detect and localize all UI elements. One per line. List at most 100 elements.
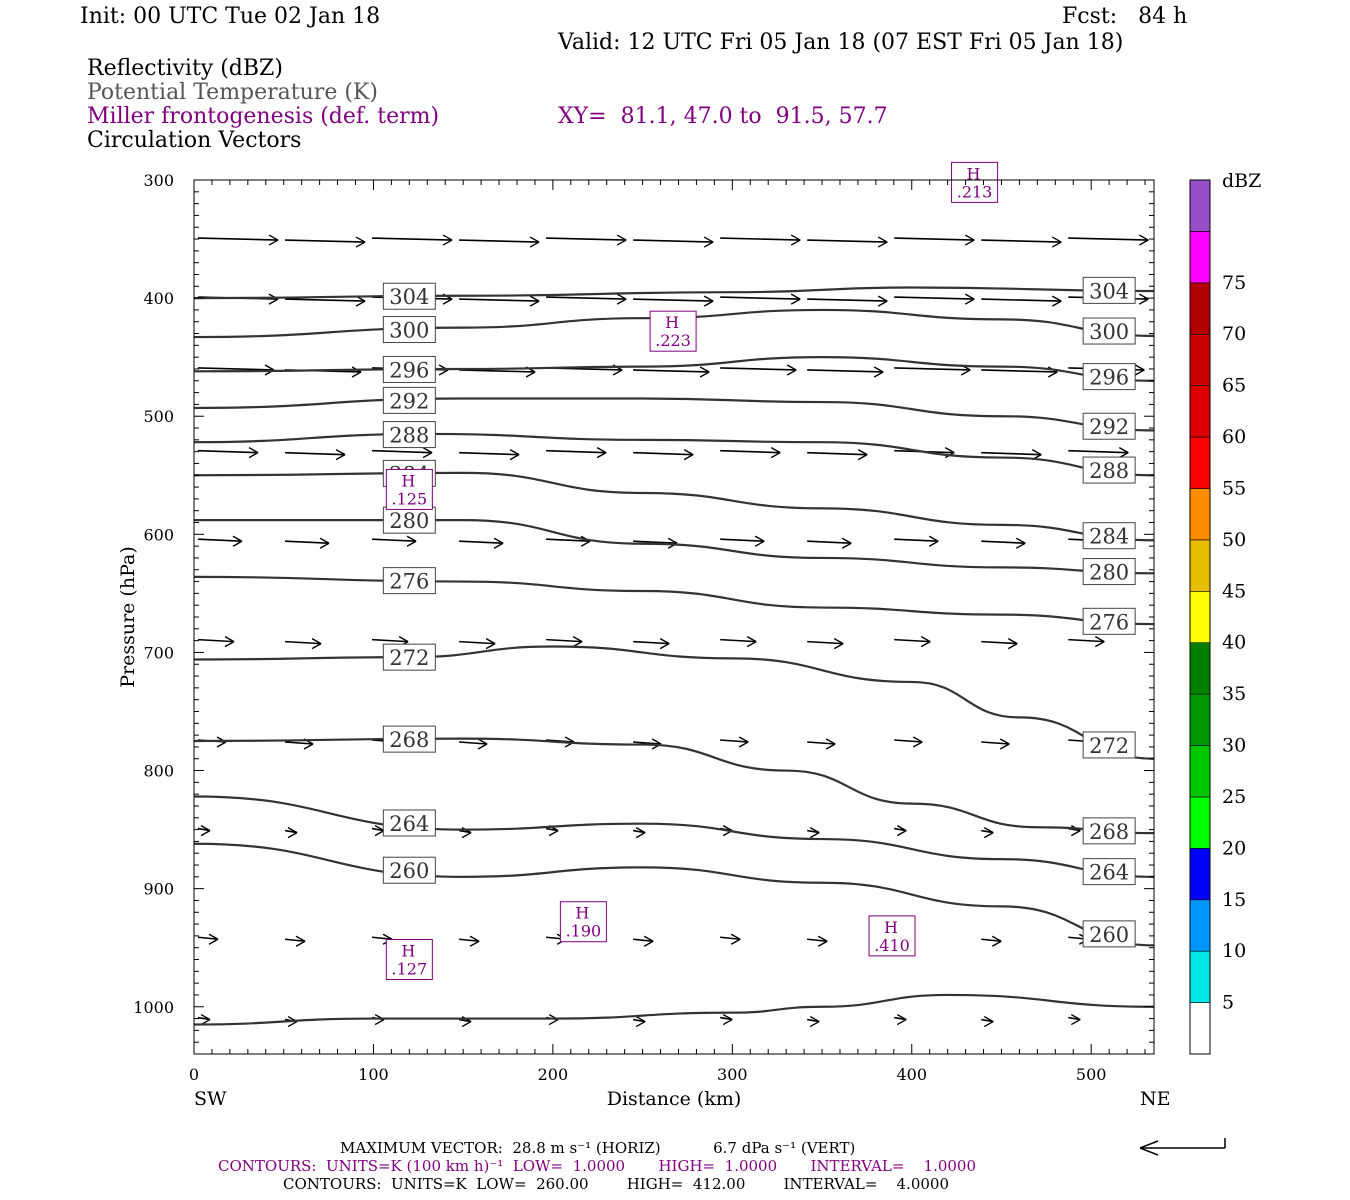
- vector-arrowhead: [873, 366, 884, 378]
- colorbar-bin: [1189, 282, 1211, 335]
- vector-arrowhead: [746, 636, 757, 648]
- theta-label-box: [1082, 522, 1136, 550]
- circulation-vector: [459, 369, 536, 373]
- valid-time: Valid: 12 UTC Fri 05 Jan 18 (07 EST Fri …: [558, 30, 1124, 55]
- vector-arrowhead: [287, 826, 298, 839]
- y-tick-label: 1000: [133, 998, 174, 1017]
- frontogenesis-high-label: H: [401, 471, 415, 490]
- vector-arrowhead: [493, 537, 504, 549]
- theta-label-box: [1082, 817, 1136, 845]
- vector-arrowhead: [224, 636, 235, 648]
- circulation-vector: [633, 451, 694, 456]
- y-tick-label: 600: [143, 525, 174, 544]
- circulation-vector: [720, 739, 749, 743]
- circulation-vector: [285, 298, 366, 302]
- colorbar-label: 25: [1222, 786, 1246, 808]
- frontogenesis-high-box: [951, 161, 999, 203]
- vector-arrowhead: [920, 636, 931, 648]
- theta-contour-label: 260: [389, 859, 429, 883]
- vector-arrowhead: [355, 236, 366, 248]
- colorbar-unit: dBZ: [1222, 170, 1261, 192]
- circulation-vector: [284, 540, 330, 545]
- circulation-vector: [981, 938, 1002, 943]
- colorbar: 5 10 15 20 25 30 35 40 45 50 55 60 65 70 75: [1189, 179, 1246, 1055]
- theta-contour-label: 288: [1089, 459, 1129, 483]
- colorbar-label: 35: [1222, 683, 1246, 705]
- vector-arrowhead: [896, 1013, 907, 1026]
- vector-arrowhead: [1007, 638, 1018, 650]
- theta-label-box: [382, 856, 436, 884]
- vector-arrowhead: [1138, 234, 1149, 246]
- max-vector-note: MAXIMUM VECTOR: 28.8 m s⁻¹ (HORIZ) 6.7 d…: [340, 1139, 856, 1157]
- vector-arrowhead: [485, 638, 496, 650]
- theta-contour: [194, 737, 1154, 835]
- theta-contour-label: 288: [389, 424, 429, 448]
- colorbar-label: 45: [1222, 580, 1246, 602]
- vector-arrowhead: [928, 535, 939, 547]
- circulation-vector: [459, 741, 488, 745]
- theta-contour-label: 272: [1089, 734, 1129, 758]
- theta-contour-label: 264: [389, 812, 429, 836]
- circulation-vector: [285, 451, 346, 456]
- circulation-vector: [633, 298, 714, 302]
- y-tick-label: 800: [143, 762, 174, 781]
- vector-arrowhead: [786, 364, 797, 376]
- vector-arrowhead: [983, 826, 994, 839]
- vector-arrowhead: [248, 447, 259, 459]
- theta-contour: [194, 842, 1154, 947]
- vector-arrowhead: [857, 449, 868, 461]
- theta-contour-label: 268: [1089, 820, 1129, 844]
- vector-arrowhead: [635, 1015, 646, 1028]
- y-tick-label: 900: [143, 880, 174, 899]
- circulation-vector: [197, 367, 275, 371]
- circulation-vector: [1068, 449, 1129, 454]
- theta-contour-label: 280: [1089, 561, 1129, 585]
- theta-contour-label: 304: [1089, 279, 1129, 303]
- theta-contour-label: 276: [389, 570, 429, 594]
- theta-contour-label: 292: [1089, 415, 1129, 439]
- circulation-vector: [459, 640, 496, 645]
- vector-arrowhead: [683, 449, 694, 461]
- vector-arrowhead: [529, 236, 540, 248]
- field-frontogenesis: Miller frontogenesis (def. term): [87, 104, 440, 129]
- vector-arrowhead: [730, 933, 741, 945]
- theta-contour-note: CONTOURS: UNITS=K LOW= 260.00 HIGH= 412.…: [283, 1175, 949, 1193]
- circulation-vector: [546, 237, 627, 241]
- vector-arrowhead: [770, 447, 781, 459]
- theta-contour-label: 300: [389, 319, 429, 343]
- vector-arrowhead: [896, 824, 907, 837]
- circulation-vector: [720, 237, 801, 241]
- theta-contour-label: 272: [389, 646, 429, 670]
- cross-section-endpoints: XY= 81.1, 47.0 to 91.5, 57.7: [558, 104, 888, 129]
- vector-arrowhead: [616, 293, 627, 305]
- circulation-vector: [633, 938, 654, 943]
- circulation-vector: [284, 741, 314, 745]
- circulation-vector: [546, 296, 627, 300]
- colorbar-bin: [1189, 539, 1211, 592]
- vector-arrowhead: [529, 295, 540, 307]
- theta-contour-label: 268: [389, 728, 429, 752]
- theta-label-box: [1082, 317, 1136, 345]
- circulation-vector: [1068, 638, 1105, 643]
- colorbar-label: 15: [1222, 889, 1246, 911]
- circulation-vector: [981, 239, 1062, 243]
- vector-arrowhead: [509, 449, 520, 461]
- circulation-vector: [459, 938, 480, 943]
- y-tick-label: 400: [143, 289, 174, 308]
- x-axis-label: Distance (km): [607, 1088, 742, 1110]
- reference-vector-arrow: [1139, 1138, 1226, 1156]
- circulation-vector: [546, 638, 583, 643]
- x-tick-label: 100: [358, 1065, 389, 1084]
- vector-arrowhead: [703, 295, 714, 307]
- vector-arrowhead: [964, 293, 975, 305]
- theta-label-box: [1082, 858, 1136, 886]
- vector-arrowhead: [422, 447, 433, 459]
- theta-contour: [194, 471, 1154, 542]
- colorbar-label: 40: [1222, 632, 1246, 654]
- vector-arrowhead: [825, 738, 836, 750]
- frontogenesis-high-value: .213: [957, 182, 993, 201]
- theta-contour: [194, 575, 1154, 626]
- vector-arrowhead: [964, 234, 975, 246]
- circulation-vector: [720, 449, 781, 454]
- circulation-vector: [981, 741, 1010, 745]
